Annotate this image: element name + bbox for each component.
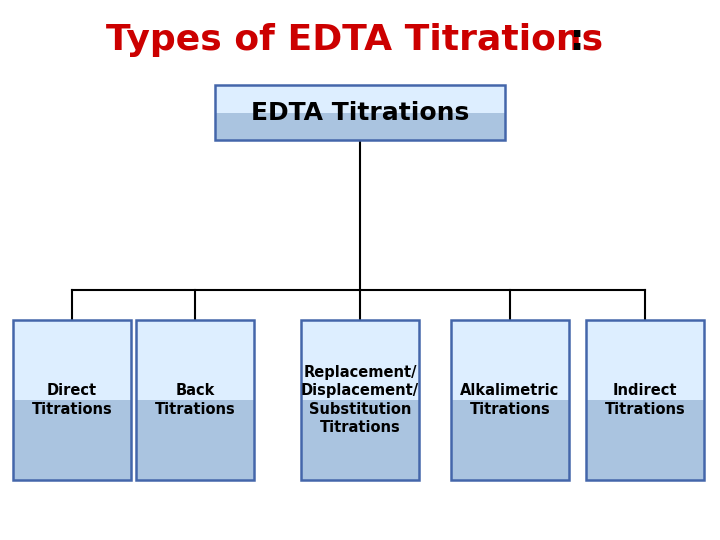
Bar	[136, 400, 254, 480]
Text: Direct
Titrations: Direct Titrations	[32, 383, 112, 417]
Bar	[13, 320, 131, 480]
Bar	[301, 320, 419, 400]
Text: Types of EDTA Titrations: Types of EDTA Titrations	[107, 23, 603, 57]
Bar	[451, 400, 569, 480]
Bar	[301, 400, 419, 480]
Bar	[451, 320, 569, 400]
Text: Back
Titrations: Back Titrations	[155, 383, 235, 417]
Bar	[586, 400, 704, 480]
Bar	[13, 400, 131, 480]
Text: :: :	[570, 23, 585, 57]
Bar	[215, 85, 505, 112]
Bar	[215, 112, 505, 140]
Bar	[451, 320, 569, 480]
Text: Replacement/
Displacement/
Substitution
Titrations: Replacement/ Displacement/ Substitution …	[301, 364, 419, 435]
Bar	[13, 320, 131, 400]
Text: EDTA Titrations: EDTA Titrations	[251, 100, 469, 125]
Bar	[586, 320, 704, 480]
Bar	[136, 320, 254, 480]
Text: Alkalimetric
Titrations: Alkalimetric Titrations	[460, 383, 559, 417]
Text: Indirect
Titrations: Indirect Titrations	[605, 383, 685, 417]
Bar	[301, 320, 419, 480]
Bar	[586, 320, 704, 400]
Bar	[136, 320, 254, 400]
Bar	[215, 85, 505, 140]
